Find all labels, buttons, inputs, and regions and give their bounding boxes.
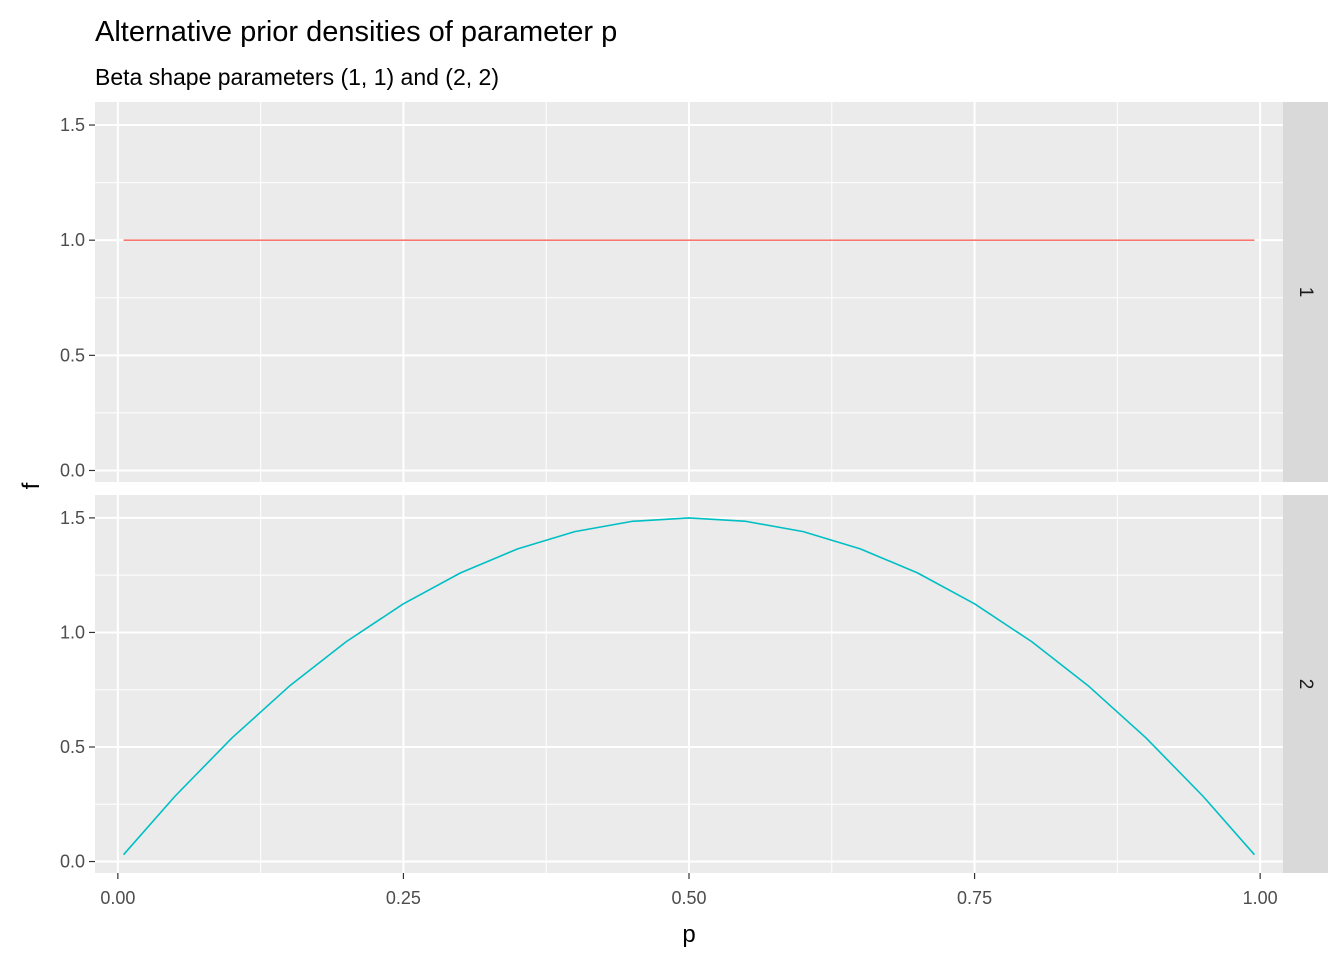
series-line-2 bbox=[122, 517, 1256, 856]
y-tick-label: 1.5 bbox=[60, 508, 85, 528]
facet-panel-1: 0.0 0.5 1.0 1.5 1 bbox=[60, 102, 1328, 482]
y-tick-label: 0.0 bbox=[60, 852, 85, 872]
x-tick-label: 0.75 bbox=[957, 888, 992, 908]
x-tick-label: 1.00 bbox=[1243, 888, 1278, 908]
facet-strip-label: 1 bbox=[1295, 287, 1316, 298]
y-tick-label: 1.5 bbox=[60, 115, 85, 135]
facet-strip bbox=[1283, 102, 1328, 482]
facet-strip bbox=[1283, 495, 1328, 873]
y-tick-label: 1.0 bbox=[60, 622, 85, 642]
chart-title: Alternative prior densities of parameter… bbox=[95, 16, 617, 48]
y-tick-label: 1.0 bbox=[60, 230, 85, 250]
x-axis: 0.00 0.25 0.50 0.75 1.00 bbox=[100, 873, 1278, 908]
facet-strip-label: 2 bbox=[1295, 679, 1316, 690]
y-tick-label: 0.5 bbox=[60, 737, 85, 757]
x-tick-label: 0.50 bbox=[671, 888, 706, 908]
chart-subtitle: Beta shape parameters (1, 1) and (2, 2) bbox=[95, 64, 499, 90]
y-axis-title: f bbox=[18, 482, 45, 489]
facet-panel-2: 0.0 0.5 1.0 1.5 2 bbox=[60, 495, 1328, 873]
y-tick-label: 0.5 bbox=[60, 345, 85, 365]
x-axis-title: p bbox=[682, 921, 695, 948]
y-tick-label: 0.0 bbox=[60, 460, 85, 480]
x-tick-label: 0.25 bbox=[386, 888, 421, 908]
x-tick-label: 0.00 bbox=[100, 888, 135, 908]
